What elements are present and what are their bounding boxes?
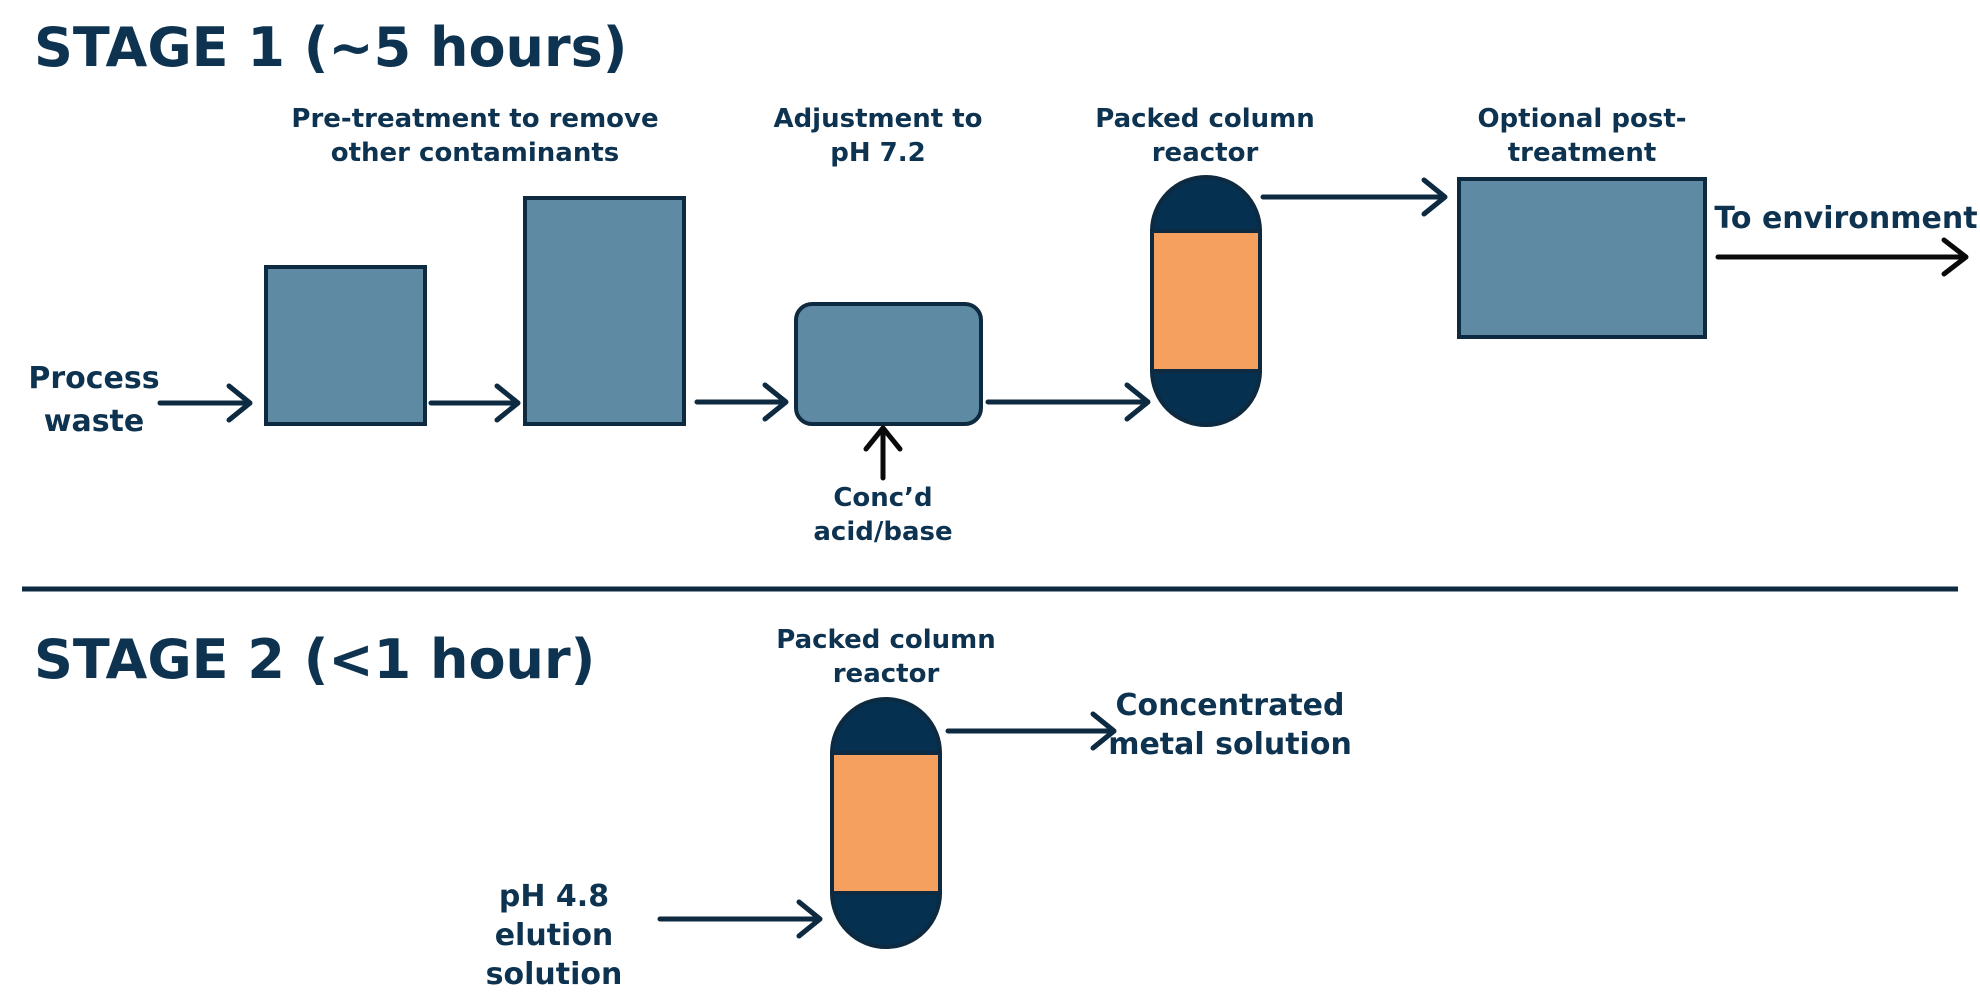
column-label-line2: reactor — [1152, 138, 1259, 168]
process-waste-label-line2: waste — [44, 404, 145, 439]
stage2-column-label-line1: Packed column — [776, 625, 996, 655]
pretreatment-label-line2: other contaminants — [331, 138, 620, 168]
column-bottom-cap — [829, 891, 943, 949]
acid-base-label-line2: acid/base — [813, 517, 952, 547]
arrow-pretreatment-to-adjustment — [694, 382, 789, 422]
elution-label-line2: elution — [495, 918, 614, 953]
packed-column-reactor-stage2 — [829, 697, 943, 949]
arrow-to-environment — [1715, 237, 1969, 277]
ph-adjustment-tank — [794, 302, 983, 426]
to-environment-label: To environment — [1714, 201, 1977, 236]
post-treatment-label-line1: Optional post- — [1477, 104, 1686, 134]
arrow-column-to-post-treatment — [1260, 177, 1448, 217]
stage2-title: STAGE 2 (<1 hour) — [34, 628, 595, 691]
column-label-line1: Packed column — [1095, 104, 1315, 134]
pretreatment-unit-1 — [264, 265, 427, 426]
process-waste-label-line1: Process — [28, 361, 159, 396]
arrow-column-to-concentrated-solution — [945, 711, 1117, 751]
pretreatment-label-line1: Pre-treatment to remove — [291, 104, 658, 134]
concentrated-solution-label-line2: metal solution — [1108, 727, 1352, 762]
column-packing — [1150, 229, 1262, 373]
arrow-process-waste-in — [157, 383, 253, 423]
column-bottom-cap — [1149, 369, 1263, 427]
arrow-acid-base-feed — [863, 425, 903, 481]
elution-label-line3: solution — [486, 957, 623, 992]
packed-column-reactor-stage1 — [1149, 175, 1263, 427]
post-treatment-unit — [1457, 177, 1707, 339]
adjustment-label-line1: Adjustment to — [773, 104, 982, 134]
concentrated-solution-label-line1: Concentrated — [1115, 688, 1344, 723]
stage2-column-label-line2: reactor — [833, 659, 940, 689]
arrow-pretreatment-1-to-2 — [428, 383, 521, 423]
column-packing — [830, 751, 942, 895]
column-top-cap — [829, 697, 943, 755]
pretreatment-unit-2 — [523, 196, 686, 426]
arrow-elution-in — [657, 899, 823, 939]
stage1-title: STAGE 1 (~5 hours) — [34, 16, 627, 79]
elution-label-line1: pH 4.8 — [499, 879, 609, 914]
acid-base-label-line1: Conc’d — [833, 483, 932, 513]
adjustment-label-line2: pH 7.2 — [830, 138, 925, 168]
post-treatment-label-line2: treatment — [1508, 138, 1657, 168]
column-top-cap — [1149, 175, 1263, 233]
arrow-adjustment-to-column — [985, 382, 1151, 422]
